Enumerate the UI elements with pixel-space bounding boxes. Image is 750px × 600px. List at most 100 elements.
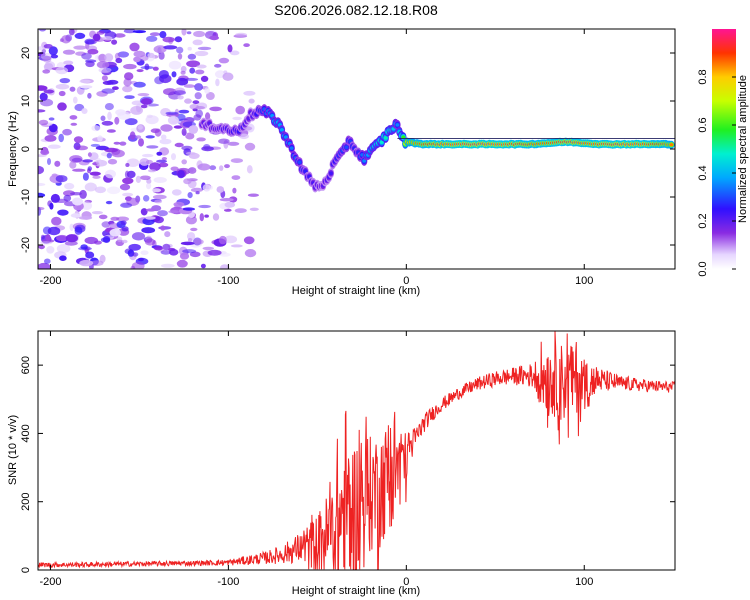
spectrogram-noise-blob — [180, 241, 195, 246]
spectrogram-noise-blob — [168, 60, 182, 70]
spectrogram-noise-blob — [79, 85, 93, 89]
spectrogram-noise-blob — [124, 95, 135, 99]
spectrogram-noise-blob — [146, 182, 152, 190]
spectrogram-noise-blob — [81, 201, 93, 210]
snr-panel: -200 -100 0 100 0 200 400 600 Height of straigh… — [7, 330, 676, 597]
colorbar-tick-label: 0.4 — [697, 165, 709, 180]
spectrogram-noise-blob — [46, 246, 55, 254]
spectrogram-noise-blob — [227, 44, 233, 53]
snr-x-tick-label: -100 — [217, 576, 239, 588]
spectrogram-noise-blob — [122, 85, 133, 93]
spectrogram-noise-blob — [112, 86, 119, 90]
spectrogram-noise-blob — [160, 134, 167, 140]
spectrogram-noise-blob — [119, 183, 131, 191]
spectrogram-noise-blob — [38, 109, 46, 113]
spectrogram-noise-blob — [235, 32, 248, 37]
spectrogram-noise-blob — [81, 52, 92, 60]
spectrogram-noise-blob — [106, 186, 121, 195]
spectrogram-noise-blob — [87, 166, 93, 172]
spectrogram-noise-blob — [79, 189, 87, 199]
spectrogram-noise-blob — [139, 175, 151, 181]
snr-x-label: Height of straight line (km) — [292, 585, 420, 597]
spectrogram-noise-blob — [174, 36, 183, 43]
spectrogram-noise-blob — [176, 46, 184, 54]
spectrogram-noise-blob — [100, 115, 106, 122]
figure-title: S206.2026.082.12.18.R08 — [274, 2, 438, 18]
spectrogram-noise-blob — [159, 30, 167, 39]
spectrogram-noise-blob — [218, 252, 231, 257]
spectrogram-noise-blob — [220, 264, 230, 269]
spectrogram-ridge-core — [379, 140, 384, 145]
spectrogram-noise-blob — [147, 52, 155, 59]
spectrogram-noise-blob — [192, 39, 203, 46]
snr-x-tick-label: 0 — [403, 576, 409, 588]
spectrogram-noise-blob — [80, 244, 88, 250]
spectrogram-noise-blob — [131, 232, 146, 241]
spectrogram-noise-blob — [162, 36, 175, 43]
snr-y-tick-label: 200 — [20, 493, 32, 511]
spectrogram-noise-blob — [61, 35, 71, 44]
spectrogram-x-label: Height of straight line (km) — [292, 285, 420, 297]
spectrogram-noise-blob — [139, 158, 150, 166]
spectrogram-noise-blob — [91, 125, 101, 132]
spectrogram-noise-blob — [95, 158, 102, 166]
spectrogram-noise-blob — [165, 111, 179, 115]
spectrogram-noise-blob — [185, 132, 195, 140]
spectrogram-noise-blob — [197, 46, 212, 51]
spectrogram-noise-blob — [124, 170, 130, 179]
spectrogram-noise-blob — [44, 135, 57, 142]
spectrogram-noise-blob — [78, 216, 93, 220]
spectrogram-noise-blob — [104, 53, 114, 62]
spectrogram-noise-blob — [38, 262, 51, 269]
spectrogram-noise-blob — [145, 208, 157, 212]
spectrogram-noise-blob — [124, 118, 138, 126]
colorbar-tick-label: 0.6 — [697, 117, 709, 132]
spectrogram-noise-blob — [122, 192, 134, 197]
spectrogram-noise-blob — [183, 84, 196, 88]
spectrogram-noise-blob — [248, 98, 255, 104]
spectrogram-noise-blob — [218, 235, 227, 245]
spectrogram-noise-blob — [135, 175, 141, 183]
snr-frame — [37, 330, 676, 571]
spectrogram-noise-blob — [139, 55, 149, 61]
spectrogram-noise-blob — [167, 115, 179, 125]
snr-series-line — [38, 331, 675, 570]
spectrogram-noise-blob — [224, 235, 238, 244]
spectrogram-noise-blob — [90, 260, 104, 266]
spectrogram-noise-blob — [114, 116, 120, 125]
spectrogram-noise-blob — [45, 234, 51, 242]
snr-axes: -200 -100 0 100 0 200 400 600 — [20, 331, 675, 588]
spectrogram-noise-blob — [97, 135, 103, 142]
spectrogram-noise-blob — [188, 125, 199, 134]
spectrogram-noise-blob — [204, 87, 210, 94]
spectrogram-noise-blob — [180, 70, 186, 75]
spectrogram-noise-blob — [101, 221, 111, 228]
spectrogram-noise-blob — [38, 165, 44, 175]
spectrogram-noise-blob — [146, 145, 159, 149]
spectrogram-noise-blob — [117, 51, 129, 58]
spectrogram-noise-blob — [219, 198, 234, 202]
spectrogram-noise-blob — [140, 208, 148, 216]
spectrogram-noise-blob — [105, 169, 116, 179]
spectrogram-noise-blob — [131, 261, 145, 269]
spectrogram-noise-blob — [182, 207, 195, 211]
spectrogram-noise-blob — [141, 227, 156, 234]
spectrogram-noise-blob — [160, 263, 175, 268]
spectrogram-noise-blob — [59, 255, 67, 261]
spectrogram-noise-blob — [119, 141, 127, 146]
spectrogram-noise-blob — [173, 125, 183, 129]
spectrogram-noise-blob — [82, 172, 89, 181]
spectrogram-noise-blob — [38, 192, 46, 198]
spectrogram-noise-blob — [229, 50, 240, 56]
spectrogram-noise-blob — [152, 194, 167, 200]
spectrogram-noise-blob — [50, 54, 59, 59]
spectrogram-noise-blob — [199, 213, 204, 222]
spectrogram-noise-blob — [160, 225, 166, 231]
spectrogram-noise-blob — [171, 153, 176, 161]
spectrogram-noise-blob — [150, 128, 160, 133]
spectrogram-noise-blob — [91, 211, 103, 215]
spectrogram-noise-blob — [47, 144, 61, 149]
spectrogram-y-tick-label: 10 — [20, 95, 32, 107]
